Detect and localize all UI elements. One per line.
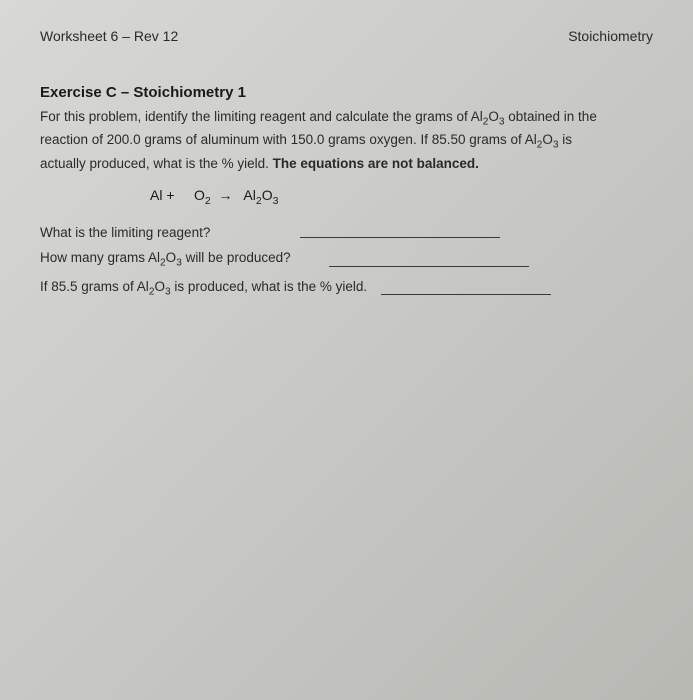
- question-1: What is the limiting reagent?: [40, 225, 663, 240]
- header: Worksheet 6 – Rev 12 Stoichiometry: [40, 28, 663, 44]
- question-1-text: What is the limiting reagent?: [40, 225, 210, 240]
- reactant-o2-base: O: [194, 187, 205, 203]
- problem-text-mid: O: [488, 109, 499, 124]
- product-o: O: [262, 187, 273, 203]
- question-3-text: If 85.5 grams of Al2O3 is produced, what…: [40, 279, 367, 298]
- problem-text-2: reaction of 200.0 grams of aluminum with…: [40, 132, 537, 147]
- problem-text-2-end: is: [559, 132, 573, 147]
- q3-pre: If 85.5 grams of Al: [40, 279, 149, 294]
- question-2-text: How many grams Al2O3 will be produced?: [40, 250, 291, 269]
- subject-label: Stoichiometry: [568, 28, 653, 44]
- answer-blank-1: [300, 237, 500, 238]
- q2-pre: How many grams Al: [40, 250, 160, 265]
- answer-blank-3: [381, 294, 551, 295]
- exercise-title: Exercise C – Stoichiometry 1: [40, 84, 663, 101]
- reactant-al: Al +: [150, 187, 175, 203]
- problem-text-1: For this problem, identify the limiting …: [40, 109, 483, 124]
- q2-post: will be produced?: [182, 250, 291, 265]
- answer-blank-2: [329, 266, 529, 267]
- problem-text-3: actually produced, what is the % yield.: [40, 156, 273, 171]
- product-al: Al: [243, 187, 255, 203]
- question-2: How many grams Al2O3 will be produced?: [40, 250, 663, 269]
- chemical-equation: Al + O2 → Al2O3: [150, 187, 663, 207]
- q3-post: is produced, what is the % yield.: [171, 279, 368, 294]
- problem-bold-note: The equations are not balanced.: [273, 156, 479, 171]
- arrow: →: [218, 187, 232, 203]
- problem-text-mid2: O: [542, 132, 553, 147]
- q2-mid: O: [166, 250, 177, 265]
- problem-text-1-end: obtained in the: [505, 109, 597, 124]
- sub: 2: [205, 195, 211, 207]
- worksheet-label: Worksheet 6 – Rev 12: [40, 28, 178, 44]
- question-3: If 85.5 grams of Al2O3 is produced, what…: [40, 279, 663, 298]
- sub: 3: [273, 195, 279, 207]
- worksheet-page: Worksheet 6 – Rev 12 Stoichiometry Exerc…: [40, 28, 663, 678]
- q3-mid: O: [154, 279, 165, 294]
- problem-statement: For this problem, identify the limiting …: [40, 107, 663, 173]
